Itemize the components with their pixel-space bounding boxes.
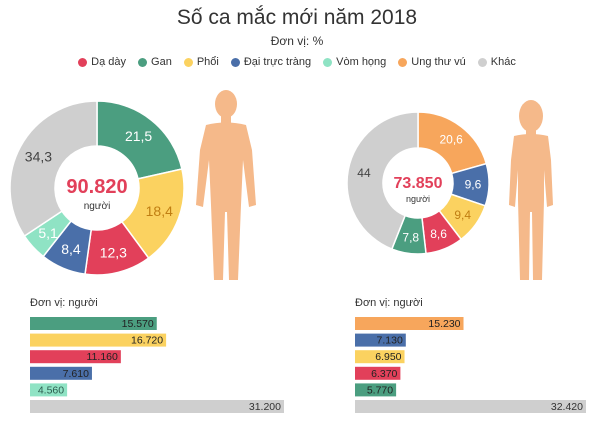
male-bar-chart: 15.570 16.720 11.160 7.610 4.560 31.200 [30, 317, 284, 413]
chart-title: Số ca mắc mới năm 2018 [176, 6, 418, 29]
legend-item-da-day: Dạ dày [78, 56, 126, 68]
male-bar [30, 333, 167, 347]
male-bar [30, 350, 121, 364]
female-bar-label: 15.230 [428, 318, 460, 330]
legend-item-gan: Gan [138, 56, 172, 68]
legend-swatch [477, 57, 487, 67]
female-total-unit: người [406, 194, 430, 204]
male-bar [30, 400, 284, 413]
male-bar-label: 7.610 [63, 368, 89, 380]
legend: Dạ dày Gan Phổi Đại trực tràng Vòm họng … [0, 56, 594, 68]
male-total-value: 90.820 [66, 176, 127, 198]
female-donut-slice-label: 20,6 [439, 132, 463, 146]
legend-label: Đại trực tràng [243, 56, 312, 68]
male-bar [30, 366, 92, 380]
female-bar [355, 350, 405, 364]
legend-item-vom-hong: Vòm họng [323, 56, 386, 68]
male-donut-center [55, 146, 139, 230]
legend-label: Vòm họng [336, 56, 387, 68]
legend-item-dai-truc-trang: Đại trực tràng [230, 56, 312, 68]
male-donut-slice-label: 21,5 [125, 128, 152, 144]
female-bar [355, 400, 586, 413]
male-bar-label: 11.160 [87, 351, 118, 363]
legend-label: Ung thư vú [411, 56, 466, 68]
male-donut-slice-label: 5,1 [38, 225, 58, 241]
legend-label: Phổi [196, 56, 219, 68]
female-total-value: 73.850 [394, 175, 443, 192]
female-bar [355, 383, 397, 397]
male-bar [30, 317, 157, 330]
female-bar-label: 32.420 [551, 401, 583, 413]
male-bar-label: 16.720 [131, 335, 163, 347]
legend-swatch [230, 57, 240, 67]
male-donut-slice-label: 34,3 [25, 148, 52, 164]
male-bar-unit: Đơn vị: người [30, 297, 98, 309]
female-bar-label: 6.950 [375, 351, 401, 363]
male-bar [30, 383, 68, 397]
female-bar-label: 7.130 [377, 335, 403, 347]
legend-item-phoi: Phổi [183, 56, 219, 68]
male-bar-label: 4.560 [38, 384, 64, 396]
legend-swatch [398, 57, 408, 67]
legend-label: Dạ dày [91, 56, 127, 68]
female-bar [355, 317, 464, 330]
male-donut-slice-label: 12,3 [100, 244, 127, 260]
female-donut-slice-label: 8,6 [430, 227, 447, 241]
legend-swatch [323, 57, 333, 67]
female-donut-slice-label: 44 [357, 166, 371, 180]
female-bar [355, 366, 401, 380]
female-bar-chart: 15.230 7.130 6.950 6.370 5.770 32.420 [355, 317, 586, 413]
female-bar [355, 333, 406, 347]
male-bar-label: 15.570 [122, 318, 154, 330]
female-bar-label: 6.370 [371, 368, 397, 380]
female-bar-label: 5.770 [367, 384, 393, 396]
male-figure-icon [196, 90, 256, 280]
male-donut-slice-label: 18,4 [146, 203, 173, 219]
female-donut-slice-label: 9,6 [465, 178, 482, 192]
legend-item-ung-thu-vu: Ung thư vú [398, 56, 466, 68]
female-donut-slice-label: 9,4 [454, 208, 471, 222]
legend-swatch [78, 57, 88, 67]
legend-swatch [183, 57, 193, 67]
female-donut-chart: 20,6 9,6 9,4 8,6 7,8 44 [346, 111, 490, 255]
female-donut-slice-label: 7,8 [402, 231, 419, 245]
chart-subtitle: Đơn vị: % [270, 34, 324, 48]
female-bar-unit: Đơn vị: người [355, 297, 423, 309]
legend-label: Gan [151, 56, 172, 68]
male-bar-label: 31.200 [249, 401, 281, 413]
male-donut-slice-label: 8,4 [61, 241, 81, 257]
legend-label: Khác [490, 56, 516, 68]
male-total-unit: người [84, 201, 111, 212]
legend-item-khac: Khác [477, 56, 516, 68]
female-figure-icon [509, 100, 553, 280]
female-donut-center [383, 148, 453, 218]
legend-swatch [138, 57, 148, 67]
